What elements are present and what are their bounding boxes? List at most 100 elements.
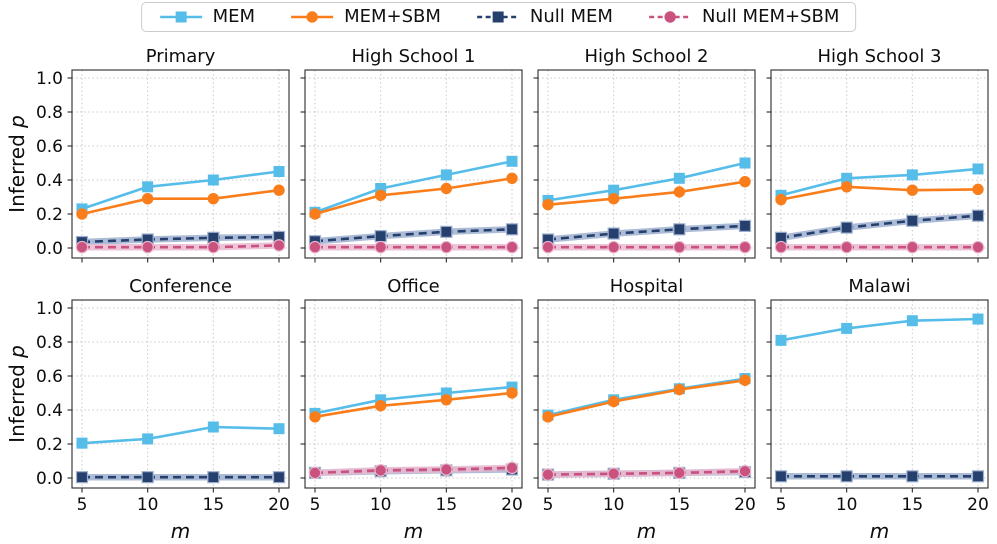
x-axis-label: m <box>404 519 423 543</box>
series-line-null-mem <box>81 235 280 244</box>
y-axis-label: Inferred p <box>5 115 29 213</box>
x-tick-label: 20 <box>734 495 756 515</box>
data-point-marker <box>440 182 453 195</box>
data-point-marker <box>906 214 919 227</box>
series-line-mem <box>81 425 280 445</box>
data-point-marker <box>738 464 752 478</box>
data-point-marker <box>440 387 452 399</box>
data-point-marker <box>505 240 519 254</box>
series-line-null-mem <box>547 224 746 241</box>
data-point-marker <box>309 208 321 220</box>
mem-line-square-icon <box>159 11 202 23</box>
data-point-marker <box>207 240 220 254</box>
legend-item-mem-sbm: MEM+SBM <box>289 8 441 26</box>
chart-row-top: Inferred p Primary 0.0 0.2 0.4 0.6 0.8 1.0 High … <box>5 46 989 263</box>
y-tick-label: 0.2 <box>36 205 63 225</box>
plot-border <box>537 299 756 489</box>
data-point-marker <box>309 411 321 423</box>
subplot-title: Hospital <box>610 276 683 297</box>
x-tick-label: 15 <box>436 495 458 515</box>
data-point-marker <box>75 471 89 484</box>
data-point-marker <box>141 193 154 205</box>
series-line-mem <box>314 160 513 214</box>
subplot-title: Primary <box>146 46 216 67</box>
data-point-marker <box>273 166 285 177</box>
data-point-marker <box>673 466 686 480</box>
data-point-marker <box>673 172 685 184</box>
legend-item-null-mem-sbm: Null MEM+SBM <box>647 8 839 26</box>
x-tick-label: 5 <box>310 495 321 515</box>
data-point-marker <box>840 470 853 483</box>
plot-border <box>71 69 290 259</box>
series-line-mem-sbm <box>314 177 513 216</box>
data-point-marker <box>971 209 985 222</box>
legend-label-mem-sbm: MEM+SBM <box>344 6 441 27</box>
data-point-marker <box>972 163 984 175</box>
data-point-marker <box>272 239 286 252</box>
data-point-marker <box>775 334 787 346</box>
y-tick-label: 0.2 <box>36 435 63 455</box>
x-tick-label: 5 <box>77 495 88 515</box>
y-tick-label: 1.0 <box>36 299 63 319</box>
y-tick-label: 0.6 <box>36 137 63 157</box>
series-line-mem <box>81 170 280 211</box>
data-point-marker <box>841 172 853 184</box>
legend-item-mem: MEM <box>158 8 255 26</box>
subplot-title: High School 3 <box>817 46 941 67</box>
x-tick-label: 5 <box>776 495 787 515</box>
data-point-marker <box>840 240 853 254</box>
data-point-marker <box>739 157 751 169</box>
series-line-mem <box>314 385 513 415</box>
data-point-marker <box>375 394 387 406</box>
series-line-null-mem <box>780 214 979 240</box>
data-point-marker <box>207 421 219 433</box>
null-mem-dashed-square-icon <box>476 11 519 23</box>
data-point-marker <box>608 184 620 196</box>
subplot-high-school-2: High School 2 <box>533 46 756 263</box>
data-point-marker <box>906 184 919 196</box>
data-point-marker <box>374 400 387 412</box>
series-line-mem <box>780 167 979 197</box>
plot-border <box>304 299 523 489</box>
data-point-marker <box>738 219 752 232</box>
x-tick-label: 20 <box>268 495 290 515</box>
plot-border <box>770 69 989 259</box>
data-point-marker <box>840 181 853 193</box>
x-axis-label: m <box>870 519 889 543</box>
data-point-marker <box>607 227 620 240</box>
data-point-marker <box>972 183 984 196</box>
series-line-mem-sbm <box>547 379 746 419</box>
data-point-marker <box>76 208 88 220</box>
series-line-null-mem <box>314 228 513 243</box>
plot-border <box>537 69 756 259</box>
data-point-marker <box>505 223 519 236</box>
subplot-office: Office 5 10 15 20 m <box>300 276 523 543</box>
data-point-marker <box>374 189 387 201</box>
data-point-marker <box>308 466 322 480</box>
data-point-marker <box>841 322 853 334</box>
data-point-marker <box>906 470 919 483</box>
data-point-marker <box>607 240 620 254</box>
x-tick-label: 10 <box>836 495 858 515</box>
y-tick-label: 1.0 <box>36 69 63 89</box>
series-line-mem-sbm <box>780 185 979 201</box>
series-line-mem <box>780 317 979 342</box>
data-point-marker <box>141 240 154 254</box>
data-point-marker <box>739 176 751 188</box>
data-point-marker <box>607 467 620 481</box>
data-point-marker <box>142 181 154 193</box>
data-point-marker <box>207 471 220 484</box>
data-point-marker <box>142 433 154 445</box>
data-point-marker <box>607 193 620 205</box>
subplot-primary: Primary 0.0 0.2 0.4 0.6 0.8 1.0 <box>36 46 290 263</box>
y-tick-label: 0.0 <box>36 469 63 489</box>
chart-row-bottom: Inferred p Conference 0.0 0.2 0.4 0.6 0.8 1.0 5 1… <box>5 276 989 543</box>
data-point-marker <box>738 240 752 254</box>
y-tick-label: 0.4 <box>36 401 63 421</box>
data-point-marker <box>374 240 387 254</box>
mem-sbm-line-circle-icon <box>291 11 334 23</box>
subplot-title: Office <box>387 276 440 297</box>
x-tick-label: 15 <box>669 495 691 515</box>
plot-border <box>71 299 290 489</box>
